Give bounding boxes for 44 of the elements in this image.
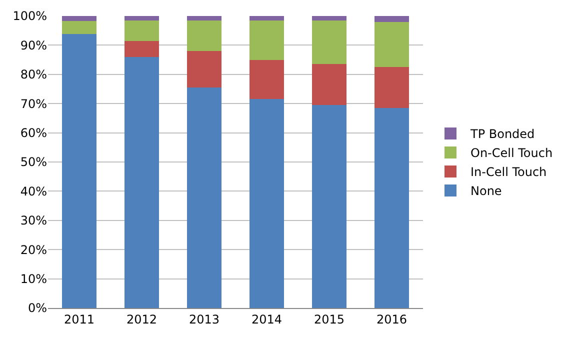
bar	[62, 34, 96, 308]
legend-label: On-Cell Touch	[470, 146, 553, 160]
x-tick-label: 2015	[314, 312, 345, 326]
bar	[124, 16, 159, 20]
bar	[312, 64, 346, 106]
legend-label: TP Bonded	[470, 127, 535, 142]
bar	[250, 60, 284, 100]
x-tick-label: 2011	[64, 312, 95, 326]
bar	[312, 105, 346, 308]
bar	[187, 88, 222, 308]
bar	[62, 16, 96, 21]
x-tick-label: 2012	[126, 312, 158, 326]
bar	[124, 20, 159, 41]
y-tick-label: 70%	[20, 96, 47, 111]
y-tick-label: 10%	[20, 272, 47, 286]
bar	[312, 16, 346, 20]
bar	[374, 22, 409, 68]
bar	[187, 16, 222, 20]
y-tick-label: 20%	[20, 242, 47, 257]
bar	[124, 56, 159, 308]
y-tick-label: 50%	[20, 155, 47, 170]
legend-label: In-Cell Touch	[470, 165, 547, 180]
y-tick-label: 100%	[12, 9, 47, 24]
bar	[250, 20, 284, 60]
bar	[187, 51, 222, 88]
bar	[250, 99, 284, 308]
bar	[312, 20, 346, 64]
y-tick-label: 80%	[20, 68, 47, 82]
bar	[250, 16, 284, 20]
y-tick-label: 90%	[20, 38, 47, 52]
y-tick-label: 40%	[20, 184, 47, 198]
y-tick-label: 30%	[20, 214, 47, 228]
bar	[374, 16, 409, 22]
y-tick-label: 0%	[28, 301, 47, 316]
bar	[62, 20, 96, 34]
bar	[124, 40, 159, 57]
x-tick-label: 2016	[376, 312, 408, 326]
legend-label: None	[470, 184, 502, 198]
y-tick-label: 60%	[20, 126, 47, 140]
bar	[374, 67, 409, 108]
x-tick-label: 2013	[188, 312, 220, 326]
bar	[374, 108, 409, 308]
bar	[187, 20, 222, 52]
x-tick-label: 2014	[251, 312, 282, 326]
